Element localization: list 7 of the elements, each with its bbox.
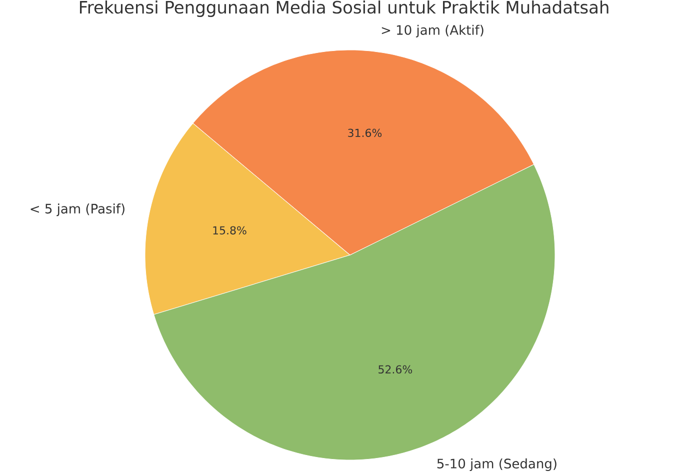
chart-title: Frekuensi Penggunaan Media Sosial untuk Praktik Muhadatsah bbox=[80, 0, 608, 17]
slice-label: > 10 jam (Aktif) bbox=[382, 24, 484, 38]
slice-label: 5-10 jam (Sedang) bbox=[437, 458, 556, 472]
data-label: 52.6% bbox=[378, 365, 412, 374]
data-label: 31.6% bbox=[348, 128, 382, 138]
data-label: 15.8% bbox=[213, 226, 246, 235]
slice-label: < 5 jam (Pasif) bbox=[30, 204, 124, 216]
